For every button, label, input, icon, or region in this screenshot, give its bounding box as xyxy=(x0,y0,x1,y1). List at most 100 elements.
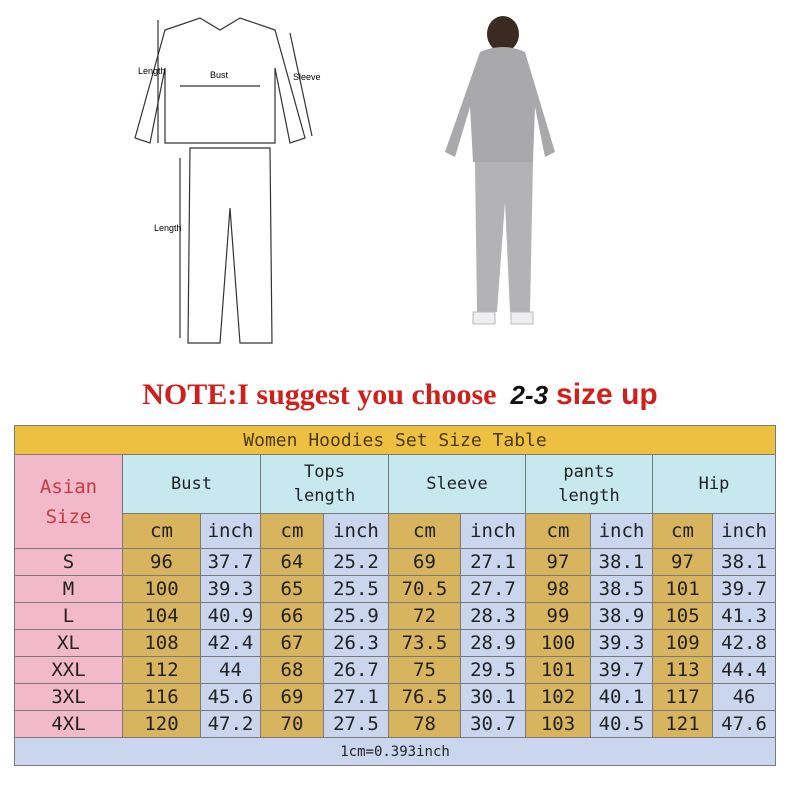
value-cell: 100 xyxy=(525,629,591,657)
unit-cm: cm xyxy=(260,513,324,549)
pants-outline xyxy=(187,147,273,344)
unit-cm: cm xyxy=(122,513,201,549)
unit-inch: inch xyxy=(711,513,777,549)
unit-inch: inch xyxy=(590,513,653,549)
value-cell: 101 xyxy=(525,656,591,684)
size-table: Women Hoodies Set Size Table Asian Size Bu… xyxy=(13,425,777,766)
value-cell: 70.5 xyxy=(388,575,461,603)
size-cell: L xyxy=(14,602,123,630)
value-cell: 65 xyxy=(260,575,324,603)
value-cell: 40.9 xyxy=(200,602,261,630)
value-cell: 38.1 xyxy=(711,548,777,576)
value-cell: 26.7 xyxy=(323,656,389,684)
top-length-label: Length xyxy=(138,66,166,76)
value-cell: 108 xyxy=(122,629,201,657)
value-cell: 72 xyxy=(388,602,461,630)
value-cell: 40.1 xyxy=(590,683,653,711)
value-cell: 38.9 xyxy=(590,602,653,630)
value-cell: 27.7 xyxy=(460,575,526,603)
value-cell: 69 xyxy=(388,548,461,576)
value-cell: 47.6 xyxy=(711,710,777,738)
note-size-up: size up xyxy=(556,378,658,411)
value-cell: 38.5 xyxy=(590,575,653,603)
group-header: pants length xyxy=(525,454,653,514)
value-cell: 37.7 xyxy=(200,548,261,576)
value-cell: 42.8 xyxy=(711,629,777,657)
value-cell: 121 xyxy=(652,710,713,738)
value-cell: 47.2 xyxy=(200,710,261,738)
model-photo xyxy=(445,16,555,325)
value-cell: 102 xyxy=(525,683,591,711)
size-cell: 3XL xyxy=(14,683,123,711)
group-header: Tops length xyxy=(260,454,389,514)
size-cell: 4XL xyxy=(14,710,123,738)
table-row: XXL 112 44 68 26.7 75 29.5 101 39.7 113 44.4 xyxy=(14,656,777,684)
value-cell: 40.5 xyxy=(590,710,653,738)
value-cell: 29.5 xyxy=(460,656,526,684)
value-cell: 103 xyxy=(525,710,591,738)
table-row: M 100 39.3 65 25.5 70.5 27.7 98 38.5 101 39.7 xyxy=(14,575,777,603)
value-cell: 68 xyxy=(260,656,324,684)
value-cell: 30.7 xyxy=(460,710,526,738)
size-cell: S xyxy=(14,548,123,576)
value-cell: 39.3 xyxy=(590,629,653,657)
value-cell: 116 xyxy=(122,683,201,711)
value-cell: 44 xyxy=(200,656,261,684)
group-header: Bust xyxy=(122,454,261,514)
group-header: Sleeve xyxy=(388,454,526,514)
value-cell: 39.3 xyxy=(200,575,261,603)
pants-length-label: Length xyxy=(154,223,182,233)
size-cell: XXL xyxy=(14,656,123,684)
value-cell: 45.6 xyxy=(200,683,261,711)
size-cell: M xyxy=(14,575,123,603)
value-cell: 117 xyxy=(652,683,713,711)
unit-cm: cm xyxy=(388,513,461,549)
value-cell: 101 xyxy=(652,575,713,603)
table-row: 3XL 116 45.6 69 27.1 76.5 30.1 102 40.1 117 46 xyxy=(14,683,777,711)
unit-inch: inch xyxy=(200,513,261,549)
value-cell: 78 xyxy=(388,710,461,738)
unit-cm: cm xyxy=(652,513,713,549)
value-cell: 25.2 xyxy=(323,548,389,576)
unit-inch: inch xyxy=(460,513,526,549)
value-cell: 25.9 xyxy=(323,602,389,630)
value-cell: 75 xyxy=(388,656,461,684)
value-cell: 104 xyxy=(122,602,201,630)
sleeve-label: Sleeve xyxy=(293,72,321,82)
value-cell: 67 xyxy=(260,629,324,657)
size-cell: XL xyxy=(14,629,123,657)
value-cell: 26.3 xyxy=(323,629,389,657)
value-cell: 27.5 xyxy=(323,710,389,738)
value-cell: 113 xyxy=(652,656,713,684)
table-row: S 96 37.7 64 25.2 69 27.1 97 38.1 97 38.1 xyxy=(14,548,777,576)
value-cell: 46 xyxy=(711,683,777,711)
size-header: Asian Size xyxy=(14,454,123,549)
table-title: Women Hoodies Set Size Table xyxy=(13,425,777,455)
value-cell: 25.5 xyxy=(323,575,389,603)
value-cell: 39.7 xyxy=(711,575,777,603)
value-cell: 42.4 xyxy=(200,629,261,657)
note-number: 2-3 xyxy=(510,380,549,410)
note-text: NOTE:I suggest you choose xyxy=(142,378,497,411)
value-cell: 76.5 xyxy=(388,683,461,711)
value-cell: 105 xyxy=(652,602,713,630)
value-cell: 73.5 xyxy=(388,629,461,657)
value-cell: 27.1 xyxy=(460,548,526,576)
value-cell: 66 xyxy=(260,602,324,630)
value-cell: 44.4 xyxy=(711,656,777,684)
value-cell: 97 xyxy=(525,548,591,576)
value-cell: 109 xyxy=(652,629,713,657)
value-cell: 41.3 xyxy=(711,602,777,630)
bust-label: Bust xyxy=(210,70,229,80)
value-cell: 27.1 xyxy=(323,683,389,711)
size-note: NOTE:I suggest you choose 2-3 size up xyxy=(0,378,800,412)
table-row: L 104 40.9 66 25.9 72 28.3 99 38.9 105 41.3 xyxy=(14,602,777,630)
value-cell: 98 xyxy=(525,575,591,603)
garment-measurement-diagram: Length Bust Sleeve Length xyxy=(134,17,321,344)
value-cell: 39.7 xyxy=(590,656,653,684)
value-cell: 30.1 xyxy=(460,683,526,711)
group-header: Hip xyxy=(651,454,777,514)
value-cell: 28.9 xyxy=(460,629,526,657)
value-cell: 99 xyxy=(525,602,591,630)
table-row: 4XL 120 47.2 70 27.5 78 30.7 103 40.5 121 47.6 xyxy=(14,710,777,738)
